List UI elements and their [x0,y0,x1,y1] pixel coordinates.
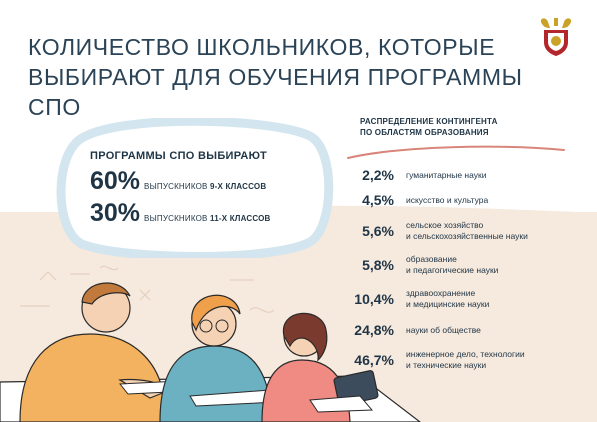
stat-value: 30% [90,199,141,227]
row-percent: 24,8% [354,322,394,338]
speech-bubble [56,118,334,258]
row-label: инженерное дело, технологии и технические… [406,349,596,371]
distribution-row: 10,4% здравоохранение и медицинские науки [340,285,596,313]
row-label-line-1: науки об обществе [406,324,481,335]
row-label-line-2: и медицинские науки [406,299,490,309]
row-label-line-2: и педагогические науки [406,265,499,275]
stat-label-bold: 9-Х КЛАССОВ [210,182,267,191]
row-label-line-1: гуманитарные науки [406,169,487,180]
page-title: КОЛИЧЕСТВО ШКОЛЬНИКОВ, КОТОРЫЕ ВЫБИРАЮТ … [28,32,528,122]
distribution-row: 5,8% образование и педагогические науки [340,251,596,279]
distribution-row: 4,5% искусство и культура [340,186,596,214]
row-percent: 10,4% [354,291,394,307]
stat-value: 60% [90,167,141,195]
row-label: искусство и культура [406,195,596,206]
title-line-1: КОЛИЧЕСТВО ШКОЛЬНИКОВ, КОТОРЫЕ [28,34,496,60]
row-percent: 5,8% [362,257,394,273]
student-girl-tablet [261,312,379,422]
bubble-content: ПРОГРАММЫ СПО ВЫБИРАЮТ 60% ВЫПУСКНИКОВ 9… [90,150,271,226]
distribution-header-line-1: РАСПРЕДЕЛЕНИЕ КОНТИНГЕНТА [360,117,498,126]
formula-doodles [20,265,275,313]
stat-label-pre: ВЫПУСКНИКОВ [144,214,211,223]
row-label: науки об обществе [406,325,596,336]
row-label-line-1: искусство и культура [406,194,489,205]
bubble-heading: ПРОГРАММЫ СПО ВЫБИРАЮТ [90,150,268,162]
stat-label: ВЫПУСКНИКОВ 9-Х КЛАССОВ [144,182,266,191]
row-percent: 46,7% [354,352,394,368]
row-label: здравоохранение и медицинские науки [406,288,596,310]
stat-label-bold: 11-Х КЛАССОВ [210,214,271,223]
row-label-line-1: сельское хозяйство [406,220,484,230]
row-label: сельское хозяйство и сельскохозяйственные… [406,220,596,242]
distribution-row: 46,7% инженерное дело, технологии и техни… [340,346,596,374]
students-illustration [0,265,421,422]
distribution-row: 2,2% гуманитарные науки [340,161,596,189]
row-label-line-1: образование [406,254,457,264]
title-line-2: ВЫБИРАЮТ ДЛЯ ОБУЧЕНИЯ ПРОГРАММЫ СПО [28,64,523,120]
student-girl-glasses [159,294,279,422]
distribution-row: 24,8% науки об обществе [340,316,596,344]
row-label-line-1: здравоохранение [406,288,476,298]
stat-label-pre: ВЫПУСКНИКОВ [144,182,211,191]
stat-label: ВЫПУСКНИКОВ 11-Х КЛАССОВ [144,214,270,223]
row-percent: 2,2% [362,167,394,183]
row-label-line-2: и технические науки [406,360,487,370]
distribution-header-line-2: ПО ОБЛАСТЯМ ОБРАЗОВАНИЯ [360,128,489,137]
decorative-curve [347,145,565,159]
ministry-emblem-icon [540,18,572,56]
row-percent: 5,6% [362,223,394,239]
row-label: образование и педагогические науки [406,254,596,276]
distribution-header: РАСПРЕДЕЛЕНИЕ КОНТИНГЕНТА ПО ОБЛАСТЯМ ОБ… [360,116,498,138]
row-percent: 4,5% [362,192,394,208]
row-label: гуманитарные науки [406,170,596,181]
distribution-row: 5,6% сельское хозяйство и сельскохозяйств… [340,217,596,245]
row-label-line-1: инженерное дело, технологии [406,349,525,359]
stat-row-9: 60% ВЫПУСКНИКОВ 9-Х КЛАССОВ [90,168,271,194]
stat-row-11: 30% ВЫПУСКНИКОВ 11-Х КЛАССОВ [90,200,271,226]
row-label-line-2: и сельскохозяйственные науки [406,231,528,241]
